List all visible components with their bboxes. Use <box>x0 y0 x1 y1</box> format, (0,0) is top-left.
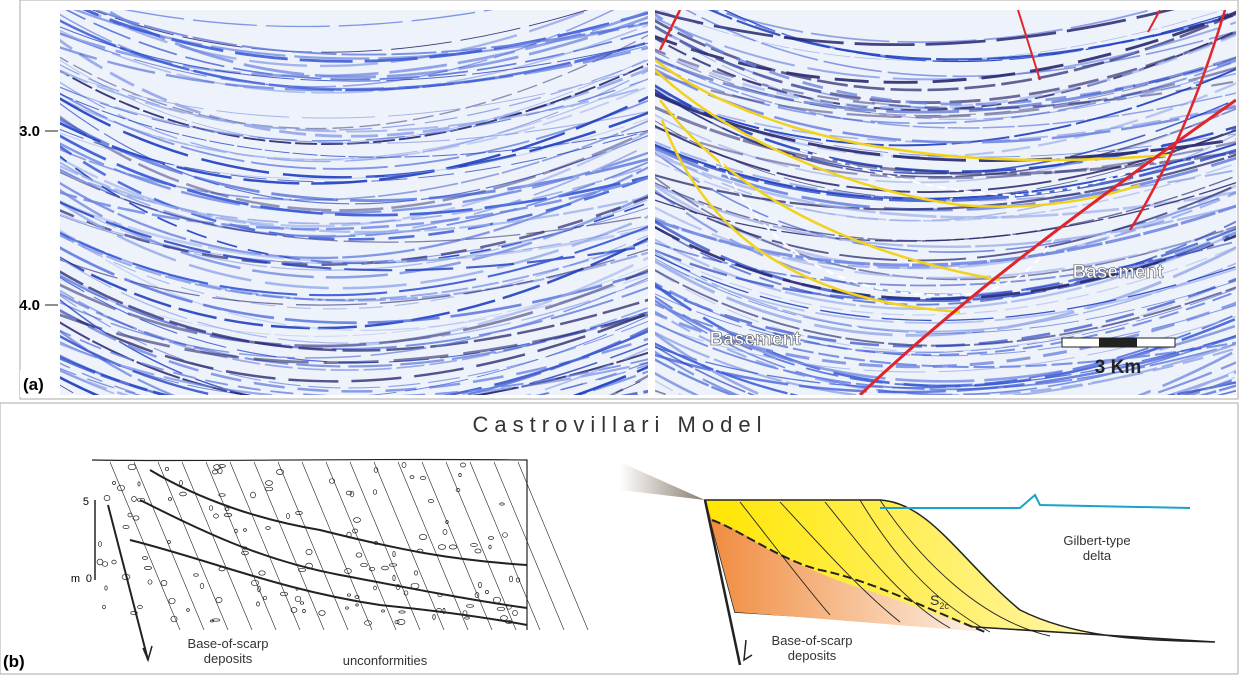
scale-label: 5 <box>83 496 89 508</box>
scale-label: 3 Km <box>1095 357 1141 378</box>
basement-label: Basement <box>1073 262 1164 283</box>
scale-label: m <box>71 573 80 585</box>
surface-subscript: 2c <box>939 601 949 611</box>
depth-label: 3.0 <box>19 123 40 140</box>
depth-label: 4.0 <box>19 297 40 314</box>
scale-bar-segment <box>1099 338 1137 347</box>
figure: 3.0 4.0 (a) Basement Basement 3 Km Castr… <box>0 0 1239 675</box>
surface-symbol: S <box>930 592 939 608</box>
panel-label: (a) <box>23 375 44 394</box>
scale-label: 0 <box>86 573 92 585</box>
caption: unconformities <box>343 653 428 668</box>
panel-title: Castrovillari Model <box>473 412 768 437</box>
basement-label: Basement <box>710 329 801 350</box>
panel-label: (b) <box>3 652 25 671</box>
panel-b-frame <box>0 403 1238 674</box>
